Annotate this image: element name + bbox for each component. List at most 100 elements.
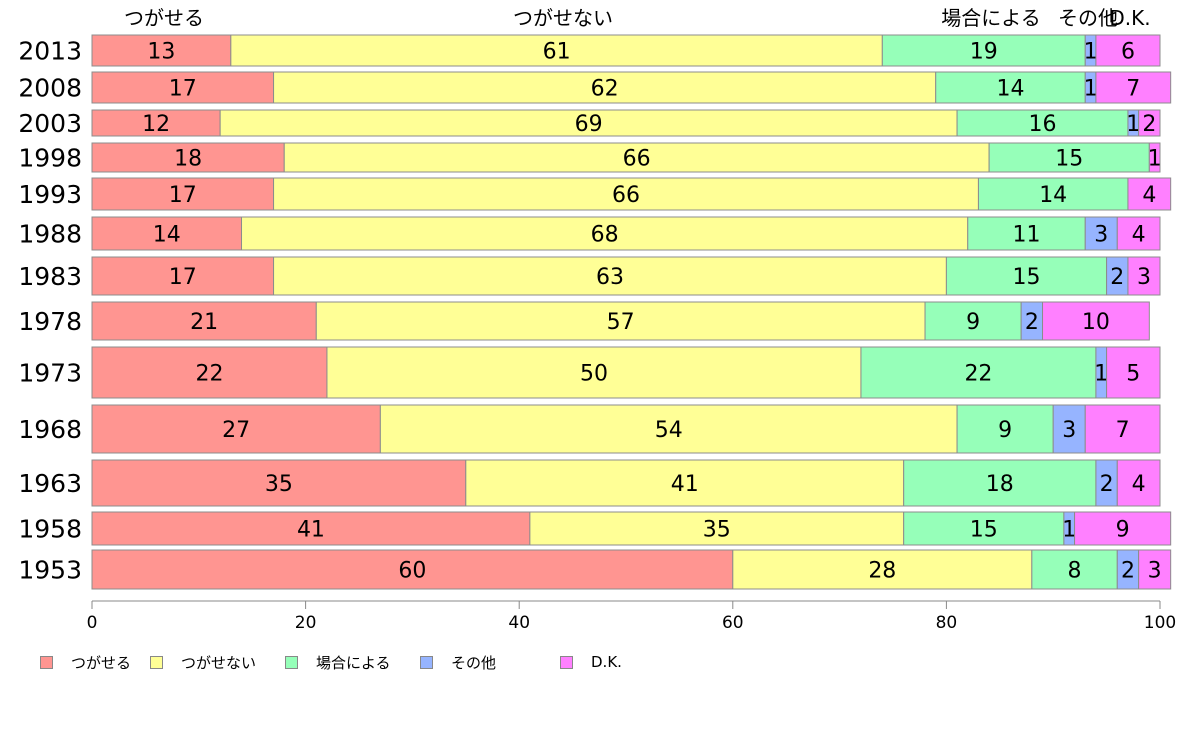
y-tick-label: 1978 — [18, 307, 82, 336]
bar-segment-1963-2 — [903, 459, 1097, 507]
y-tick-label: 1998 — [18, 144, 82, 173]
data-label: 14 — [996, 77, 1024, 102]
bar-segment-2013-2 — [881, 34, 1086, 67]
data-label: 50 — [580, 362, 608, 387]
bar-segment-1998-2 — [988, 142, 1150, 173]
data-label: 9 — [998, 418, 1012, 443]
bar-segment-1953-1 — [732, 549, 1033, 590]
bar-segment-2008-2 — [935, 71, 1086, 104]
bar-segment-1988-2 — [967, 216, 1086, 251]
bar-segment-1968-4 — [1084, 404, 1161, 454]
data-label: 69 — [575, 112, 603, 137]
data-label: 2 — [1121, 559, 1135, 584]
y-tick-label: 2003 — [18, 109, 82, 138]
bar-segment-1993-2 — [977, 177, 1129, 211]
data-label: 41 — [297, 518, 325, 543]
data-label: 35 — [703, 518, 731, 543]
x-tick-label: 80 — [936, 613, 958, 633]
data-label: 8 — [1068, 559, 1082, 584]
bar-row-1993: 1993 17 66 14 4 — [18, 177, 1172, 211]
y-tick-label: 1953 — [18, 556, 82, 585]
bar-row-1968: 1968 27 54 9 3 7 — [18, 404, 1161, 454]
bar-segment-2008-0 — [91, 71, 275, 104]
data-label: 18 — [986, 472, 1014, 497]
bar-segment-1963-0 — [91, 459, 467, 507]
bar-segment-1978-0 — [91, 301, 317, 341]
data-label: 1 — [1062, 518, 1076, 543]
legend-swatch — [285, 655, 298, 669]
data-label: 1 — [1094, 362, 1108, 387]
data-label: 41 — [671, 472, 699, 497]
data-label: 60 — [398, 559, 426, 584]
bar-segment-1993-0 — [91, 177, 275, 211]
data-label: 7 — [1116, 418, 1130, 443]
data-label: 15 — [1055, 147, 1083, 172]
data-label: 54 — [655, 418, 683, 443]
data-label: 18 — [174, 147, 202, 172]
legend-label: つがせない — [181, 653, 257, 672]
data-label: 11 — [1013, 223, 1041, 248]
data-label: 61 — [543, 40, 571, 65]
bar-segment-2003-0 — [91, 109, 221, 137]
y-tick-label: 1988 — [18, 220, 82, 249]
data-label: 1 — [1148, 147, 1162, 172]
stacked-bar-chart: つがせる つがせない 場合による その他 D.K. 2013 13 61 19 1 620… — [18, 6, 1176, 633]
bar-row-1958: 1958 41 35 15 1 9 — [18, 511, 1172, 546]
data-label: 17 — [169, 183, 197, 208]
data-label: 14 — [1039, 183, 1067, 208]
data-label: 57 — [607, 310, 635, 335]
bar-segment-1998-4 — [1148, 142, 1161, 173]
legend-swatch — [420, 655, 433, 669]
y-tick-label: 1993 — [18, 180, 82, 209]
data-label: 22 — [964, 362, 992, 387]
data-label: 17 — [169, 265, 197, 290]
bar-segment-1953-4 — [1138, 549, 1172, 590]
data-label: 1 — [1126, 112, 1140, 137]
x-tick-label: 40 — [508, 613, 530, 633]
bar-segment-1978-2 — [924, 301, 1022, 341]
data-label: 66 — [612, 183, 640, 208]
data-label: 3 — [1062, 418, 1076, 443]
y-tick-label: 2013 — [18, 37, 82, 66]
bar-row-1953: 1953 60 28 8 2 3 — [18, 549, 1172, 590]
data-label: 9 — [966, 310, 980, 335]
bar-row-2013: 2013 13 61 19 1 6 — [18, 34, 1161, 67]
data-label: 5 — [1126, 362, 1140, 387]
data-label: 6 — [1121, 40, 1135, 65]
data-label: 3 — [1148, 559, 1162, 584]
data-label: 4 — [1132, 223, 1146, 248]
bar-row-2003: 2003 12 69 16 1 2 — [18, 109, 1161, 138]
legend-swatch — [40, 655, 53, 669]
bar-segment-1953-2 — [1031, 549, 1118, 590]
data-label: 2 — [1142, 112, 1156, 137]
bar-segment-1973-2 — [860, 346, 1097, 399]
y-tick-label: 2008 — [18, 74, 82, 103]
bar-row-1963: 1963 35 41 18 2 4 — [18, 459, 1161, 507]
column-header-labels: つがせる つがせない 場合による その他 D.K. — [124, 6, 1151, 30]
data-label: 15 — [1013, 265, 1041, 290]
bar-row-1998: 1998 18 66 15 1 — [18, 142, 1162, 173]
data-label: 19 — [970, 40, 998, 65]
data-label: 28 — [868, 559, 896, 584]
bar-segment-1988-1 — [241, 216, 969, 251]
bar-segment-1983-0 — [91, 256, 275, 296]
data-label: 66 — [623, 147, 651, 172]
bar-segment-2013-1 — [230, 34, 883, 67]
x-tick-label: 20 — [295, 613, 317, 633]
bar-segment-1983-4 — [1127, 256, 1161, 296]
data-label: 2 — [1100, 472, 1114, 497]
data-label: 17 — [169, 77, 197, 102]
data-label: 62 — [591, 77, 619, 102]
bar-row-1973: 1973 22 50 22 1 5 — [18, 346, 1161, 399]
bar-segment-1958-2 — [903, 511, 1065, 546]
bar-segment-1998-1 — [283, 142, 990, 173]
data-label: 3 — [1137, 265, 1151, 290]
data-label: 2 — [1110, 265, 1124, 290]
legend-item-3: その他 — [420, 652, 560, 673]
legend-label: 場合による — [316, 653, 391, 672]
bar-row-2008: 2008 17 62 14 1 7 — [18, 71, 1172, 104]
bar-segment-1983-1 — [273, 256, 947, 296]
data-label: 1 — [1084, 77, 1098, 102]
bar-segment-1988-4 — [1116, 216, 1161, 251]
bar-segment-1983-2 — [945, 256, 1108, 296]
